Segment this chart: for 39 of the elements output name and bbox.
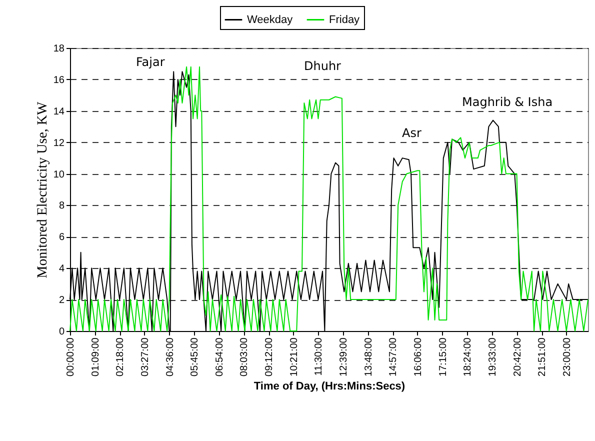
y-tick-label: 14 (53, 106, 65, 118)
x-tick-label: 04:36:00 (164, 337, 176, 376)
y-tick-label: 8 (58, 200, 65, 212)
x-tick-label: 14:57:00 (388, 337, 400, 376)
x-tick-label: 05:45:00 (190, 337, 201, 376)
x-tick-label: 18:24:00 (462, 337, 474, 376)
y-tick-label: 0 (58, 326, 65, 338)
x-axis-title: Time of Day, (Hrs:Mins:Secs) (254, 380, 406, 392)
y-tick-label: 4 (58, 264, 65, 275)
annotation: Fajar (136, 55, 165, 69)
x-tick-label: 21:51:00 (537, 337, 548, 376)
x-tick-label: 20:42:00 (512, 337, 524, 376)
x-tick-label: 09:12:00 (264, 337, 276, 376)
x-tick-label: 11:30:00 (314, 337, 325, 376)
y-tick-label: 6 (58, 232, 65, 244)
x-tick-label: 13:48:00 (363, 337, 374, 376)
legend-label: Friday (329, 14, 360, 26)
x-tick-label: 17:15:00 (438, 337, 449, 376)
legend-label: Weekday (247, 14, 294, 26)
x-tick-label: 12:39:00 (338, 337, 350, 376)
y-tick-label: 10 (53, 169, 65, 180)
y-axis-title: Monitored Electricity Use, KW (35, 100, 50, 278)
x-tick-label: 23:00:00 (562, 337, 573, 376)
x-tick-label: 08:03:00 (239, 337, 250, 376)
annotation: Maghrib & Isha (462, 95, 553, 109)
x-tick-label: 16:06:00 (412, 337, 424, 376)
x-tick-label: 00:00:00 (66, 337, 76, 376)
x-tick-label: 19:33:00 (487, 337, 498, 376)
x-tick-label: 01:09:00 (90, 337, 102, 376)
x-tick-label: 02:18:00 (115, 337, 126, 376)
y-tick-label: 16 (53, 74, 65, 86)
y-tick-label: 2 (58, 295, 65, 306)
y-tick-label: 18 (53, 44, 65, 54)
y-tick-label: 12 (53, 138, 65, 149)
annotation: Dhuhr (304, 59, 342, 73)
annotation: Asr (402, 126, 422, 140)
x-tick-label: 10:21:00 (288, 337, 300, 376)
x-tick-label: 03:27:00 (140, 337, 151, 376)
x-tick-label: 06:54:00 (214, 337, 226, 376)
